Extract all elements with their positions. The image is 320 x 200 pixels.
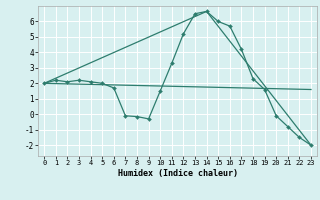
X-axis label: Humidex (Indice chaleur): Humidex (Indice chaleur) (118, 169, 238, 178)
